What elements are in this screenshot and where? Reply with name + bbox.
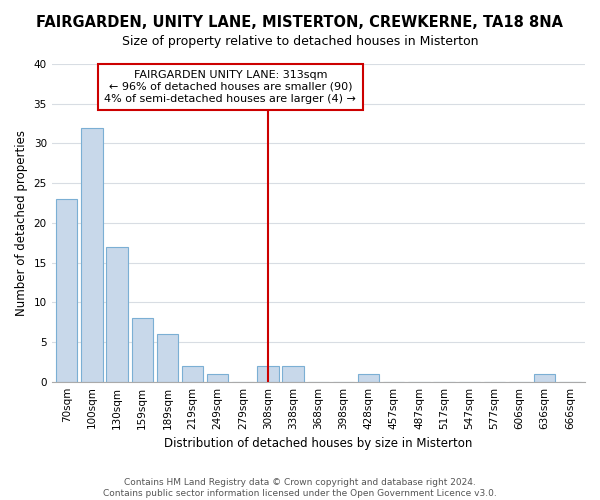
Bar <box>131 318 153 382</box>
Bar <box>358 374 379 382</box>
Text: FAIRGARDEN, UNITY LANE, MISTERTON, CREWKERNE, TA18 8NA: FAIRGARDEN, UNITY LANE, MISTERTON, CREWK… <box>37 15 563 30</box>
Bar <box>157 334 178 382</box>
Text: FAIRGARDEN UNITY LANE: 313sqm
← 96% of detached houses are smaller (90)
4% of se: FAIRGARDEN UNITY LANE: 313sqm ← 96% of d… <box>104 70 356 104</box>
Bar <box>207 374 229 382</box>
Y-axis label: Number of detached properties: Number of detached properties <box>15 130 28 316</box>
Bar <box>106 246 128 382</box>
Bar <box>257 366 279 382</box>
Bar <box>534 374 556 382</box>
Bar <box>283 366 304 382</box>
Bar <box>81 128 103 382</box>
Bar <box>182 366 203 382</box>
X-axis label: Distribution of detached houses by size in Misterton: Distribution of detached houses by size … <box>164 437 473 450</box>
Bar <box>56 199 77 382</box>
Text: Size of property relative to detached houses in Misterton: Size of property relative to detached ho… <box>122 35 478 48</box>
Text: Contains HM Land Registry data © Crown copyright and database right 2024.
Contai: Contains HM Land Registry data © Crown c… <box>103 478 497 498</box>
